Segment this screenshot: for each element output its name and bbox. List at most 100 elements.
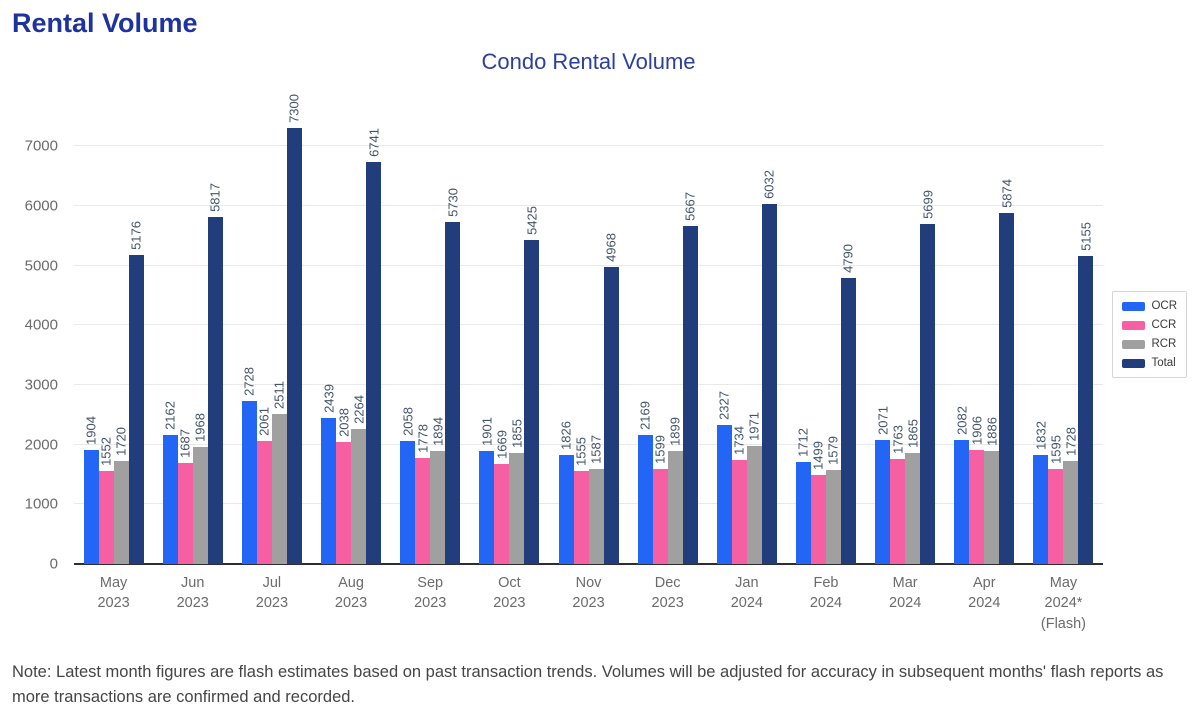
bar-value-label: 5817 xyxy=(207,183,223,212)
bar-total[interactable] xyxy=(682,226,698,564)
y-axis-tick-label: 7000 xyxy=(24,137,58,155)
bar-total[interactable] xyxy=(366,162,382,564)
bar-ocr[interactable] xyxy=(875,440,891,564)
bar-value-label: 1579 xyxy=(825,436,841,465)
bar-value-label: 1855 xyxy=(509,419,525,448)
bar-total[interactable] xyxy=(920,224,936,564)
bar-ccr[interactable] xyxy=(573,471,589,564)
bar-total[interactable] xyxy=(445,222,461,564)
x-tick-line: Jan xyxy=(735,575,759,591)
bar-total[interactable] xyxy=(999,213,1015,564)
bar-ccr[interactable] xyxy=(890,459,906,564)
bar-ccr[interactable] xyxy=(810,475,826,564)
bar-slot: 1832 xyxy=(1033,421,1049,564)
bar-rcr[interactable] xyxy=(192,447,208,564)
bar-ocr[interactable] xyxy=(400,441,416,564)
bar-ocr[interactable] xyxy=(479,451,495,564)
bar-ccr[interactable] xyxy=(731,460,747,564)
bar-ocr[interactable] xyxy=(241,401,257,564)
bar-slot: 5425 xyxy=(524,206,540,564)
bar-value-label: 1734 xyxy=(731,426,747,455)
bar-total[interactable] xyxy=(840,278,856,564)
bar-slot: 2061 xyxy=(256,407,272,564)
bar-rcr[interactable] xyxy=(588,469,604,564)
bar-ocr[interactable] xyxy=(83,450,99,564)
bar-value-label: 5667 xyxy=(682,192,698,221)
bar-value-label: 1968 xyxy=(192,413,208,442)
bar-rcr[interactable] xyxy=(667,451,683,564)
bar-ocr[interactable] xyxy=(637,435,653,564)
bar-total[interactable] xyxy=(761,204,777,564)
bar-rcr[interactable] xyxy=(271,414,287,564)
bar-value-label: 2061 xyxy=(256,407,272,436)
bar-value-label: 1826 xyxy=(558,421,574,450)
legend-item-ocr[interactable]: OCR xyxy=(1122,300,1177,312)
bar-slot: 5874 xyxy=(999,179,1015,564)
bar-ccr[interactable] xyxy=(336,442,352,564)
gridline xyxy=(74,383,1103,385)
legend-swatch-total xyxy=(1122,358,1146,368)
bar-value-label: 5176 xyxy=(128,221,144,250)
bar-rcr[interactable] xyxy=(430,451,446,564)
y-axis-tick-label: 1000 xyxy=(24,495,58,513)
bar-ocr[interactable] xyxy=(795,462,811,564)
bar-ocr[interactable] xyxy=(1033,455,1049,564)
bar-ccr[interactable] xyxy=(256,441,272,564)
bar-ccr[interactable] xyxy=(494,464,510,564)
bar-ocr[interactable] xyxy=(162,435,178,564)
bar-ccr[interactable] xyxy=(415,458,431,564)
bar-rcr[interactable] xyxy=(1063,461,1079,564)
bar-rcr[interactable] xyxy=(984,451,1000,564)
bar-slot: 5699 xyxy=(920,190,936,564)
bar-value-label: 7300 xyxy=(286,94,302,123)
bar-rcr[interactable] xyxy=(351,429,367,564)
bar-ccr[interactable] xyxy=(652,469,668,564)
x-axis-tick-label: May 2024* (Flash) xyxy=(1024,573,1103,634)
x-axis-tick-label: Jun 2023 xyxy=(153,573,232,634)
bar-total[interactable] xyxy=(207,217,223,564)
bar-rcr[interactable] xyxy=(113,461,129,564)
x-axis-tick-label: Oct 2023 xyxy=(470,573,549,634)
month-bars: 2058 1778 1894 5730 xyxy=(400,188,461,564)
y-axis: 0 1000 2000 3000 4000 5000 6000 7000 xyxy=(12,91,64,573)
bar-slot: 4790 xyxy=(840,244,856,564)
bar-rcr[interactable] xyxy=(746,446,762,564)
bar-ccr[interactable] xyxy=(969,450,985,564)
bar-slot: 7300 xyxy=(286,94,302,564)
legend-item-total[interactable]: Total xyxy=(1122,357,1177,369)
bar-total[interactable] xyxy=(603,267,619,564)
bar-rcr[interactable] xyxy=(509,453,525,564)
y-axis-tick-label: 6000 xyxy=(24,197,58,215)
month-group: 1832 1595 1728 5155 xyxy=(1024,91,1103,564)
legend-item-ccr[interactable]: CCR xyxy=(1122,319,1177,331)
y-axis-tick-label: 0 xyxy=(49,555,58,573)
bar-slot: 1886 xyxy=(984,417,1000,564)
gridline xyxy=(74,443,1103,445)
bar-ccr[interactable] xyxy=(177,463,193,564)
bar-rcr[interactable] xyxy=(825,470,841,564)
bar-rcr[interactable] xyxy=(905,453,921,564)
legend-item-rcr[interactable]: RCR xyxy=(1122,338,1177,350)
x-tick-line: Apr xyxy=(973,575,996,591)
bar-total[interactable] xyxy=(524,240,540,564)
bar-value-label: 2511 xyxy=(271,381,287,409)
bar-value-label: 1906 xyxy=(969,416,985,445)
bar-ocr[interactable] xyxy=(558,455,574,564)
bar-ccr[interactable] xyxy=(1048,469,1064,564)
bar-value-label: 1832 xyxy=(1033,421,1049,450)
bar-value-label: 2728 xyxy=(241,367,257,396)
x-tick-line: 2024 xyxy=(889,595,922,612)
bar-ccr[interactable] xyxy=(98,471,114,564)
bar-ocr[interactable] xyxy=(954,440,970,564)
bar-value-label: 2071 xyxy=(875,406,891,435)
bar-total[interactable] xyxy=(128,255,144,564)
bar-value-label: 5874 xyxy=(999,179,1015,208)
x-tick-line: 2023 xyxy=(176,595,209,612)
bar-total[interactable] xyxy=(1078,256,1094,564)
x-tick-line: 2023 xyxy=(493,595,526,612)
bar-ocr[interactable] xyxy=(716,425,732,564)
bar-total[interactable] xyxy=(286,128,302,564)
bar-ocr[interactable] xyxy=(321,418,337,564)
bar-slot: 2162 xyxy=(162,401,178,564)
